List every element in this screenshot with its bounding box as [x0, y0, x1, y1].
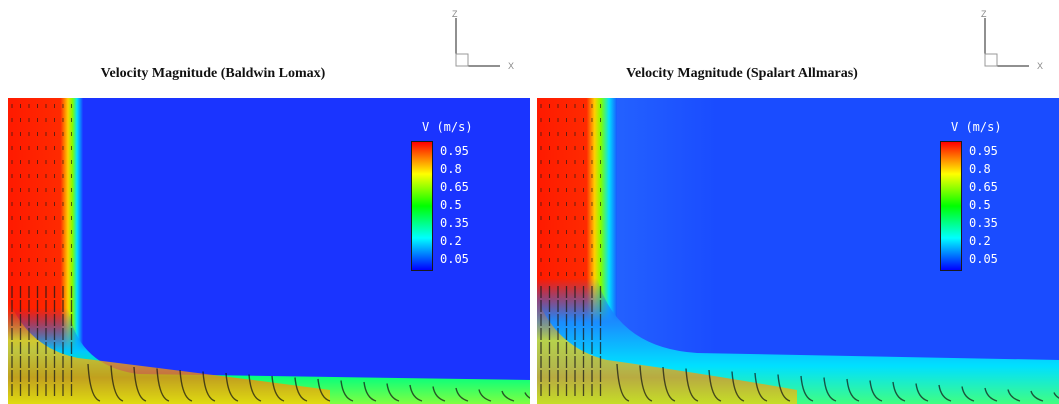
vector-glyph — [478, 389, 492, 402]
vector-glyph — [708, 369, 722, 402]
vector-glyph — [938, 384, 952, 402]
vector-glyph — [777, 374, 791, 402]
vector-glyph — [409, 384, 423, 402]
axes-triad: Z X — [452, 9, 514, 71]
vector-glyph — [133, 366, 147, 402]
vector-glyph — [87, 363, 101, 402]
vector-glyph — [731, 371, 745, 402]
vector-glyph — [915, 383, 929, 402]
velocity-heatmap — [8, 98, 530, 404]
vector-glyph — [616, 363, 630, 402]
velocity-vectors — [540, 104, 1059, 402]
vector-glyph — [869, 380, 883, 402]
vector-glyph — [110, 365, 124, 402]
vector-glyph — [340, 380, 354, 402]
ambient-field — [8, 98, 530, 404]
colorbar-tick: 0.95 — [440, 144, 469, 158]
colorbar-title: V (m/s) — [951, 120, 1002, 134]
vector-glyph — [1053, 392, 1059, 399]
axis-z-label: Z — [981, 9, 987, 19]
vector-glyph — [1030, 390, 1044, 402]
colorbar-title: V (m/s) — [422, 120, 473, 134]
vector-glyph — [156, 368, 170, 402]
vector-glyph — [386, 383, 400, 402]
vector-glyph — [202, 371, 216, 402]
axis-x-label: X — [1037, 61, 1043, 71]
chart-title: Velocity Magnitude (Spalart Allmaras) — [626, 66, 858, 81]
corner-region — [8, 298, 330, 404]
vector-glyph — [639, 365, 653, 402]
colorbar-tick: 0.5 — [440, 198, 462, 212]
axes-triad: Z X — [981, 9, 1043, 71]
corner-region — [537, 298, 797, 404]
colorbar-tick: 0.2 — [969, 234, 991, 248]
vector-glyph — [823, 377, 837, 402]
vector-glyph — [524, 392, 530, 399]
colorbar-tick: 0.05 — [969, 252, 998, 266]
colorbar-tick: 0.35 — [440, 216, 469, 230]
vector-glyph — [984, 387, 998, 402]
vector-glyph — [1007, 389, 1021, 402]
colorbar-tick: 0.35 — [969, 216, 998, 230]
colorbar — [411, 141, 433, 271]
vector-glyph — [363, 381, 377, 402]
vector-glyph — [455, 387, 469, 402]
colorbar-tick: 0.65 — [440, 180, 469, 194]
vector-glyph — [662, 366, 676, 402]
colorbar — [940, 141, 962, 271]
axis-z-label: Z — [452, 9, 458, 19]
axis-x-label: X — [508, 61, 514, 71]
colorbar-tick: 0.65 — [969, 180, 998, 194]
velocity-heatmap — [537, 98, 1059, 404]
colorbar-tick: 0.95 — [969, 144, 998, 158]
colorbar-tick: 0.8 — [440, 162, 462, 176]
panel-baldwin-lomax: Velocity Magnitude (Baldwin Lomax) Z X — [8, 0, 530, 404]
chart-title: Velocity Magnitude (Baldwin Lomax) — [100, 66, 326, 81]
colorbar-tick: 0.8 — [969, 162, 991, 176]
vector-glyph — [800, 375, 814, 402]
panel-spalart-allmaras: Velocity Magnitude (Spalart Allmaras) Z … — [537, 0, 1059, 404]
vector-glyph — [271, 375, 285, 402]
vector-glyph — [501, 390, 515, 402]
vector-glyph — [225, 372, 239, 402]
vector-glyph — [179, 369, 193, 402]
vector-glyph — [317, 378, 331, 402]
vector-glyph — [754, 372, 768, 402]
vector-glyph — [294, 377, 308, 402]
velocity-vectors — [11, 104, 530, 402]
vector-glyph — [685, 368, 699, 402]
colorbar-tick: 0.5 — [969, 198, 991, 212]
vector-glyph — [892, 381, 906, 402]
colorbar-tick: 0.05 — [440, 252, 469, 266]
vector-glyph — [846, 378, 860, 402]
vector-glyph — [961, 386, 975, 402]
colorbar-tick: 0.2 — [440, 234, 462, 248]
vector-glyph — [432, 386, 446, 402]
vector-glyph — [248, 374, 262, 402]
